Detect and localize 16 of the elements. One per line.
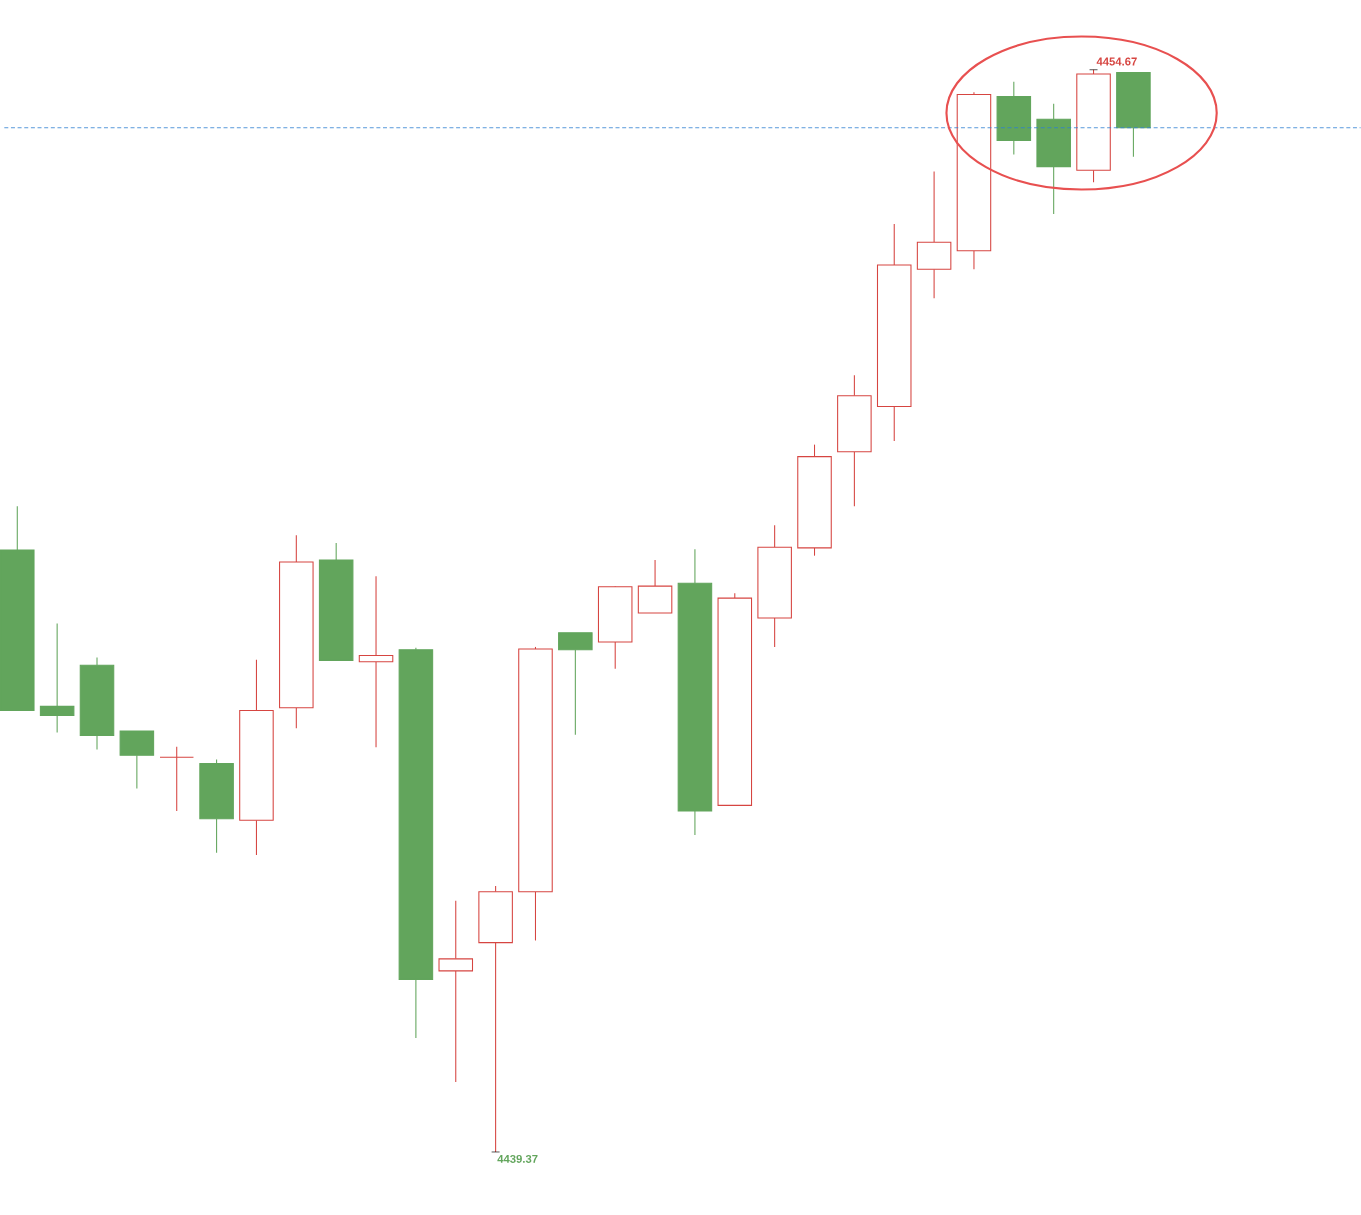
text: 4454.67: [1096, 57, 1137, 66]
text: 4439.37: [497, 1155, 538, 1164]
candlestick: [677, 548, 713, 836]
candlestick: [79, 657, 115, 751]
candlestick: [916, 171, 952, 299]
candlestick: [358, 575, 394, 749]
candlestick: [159, 746, 194, 812]
candlestick: [398, 647, 434, 1039]
candlestick: [438, 900, 474, 1083]
candlestick: [757, 524, 792, 648]
candlestick: [956, 91, 992, 270]
candlestick: [837, 374, 872, 507]
candlestick: [39, 623, 75, 734]
candlestick: [279, 534, 314, 729]
candlestick: [239, 659, 274, 856]
candlestick: [876, 223, 912, 442]
